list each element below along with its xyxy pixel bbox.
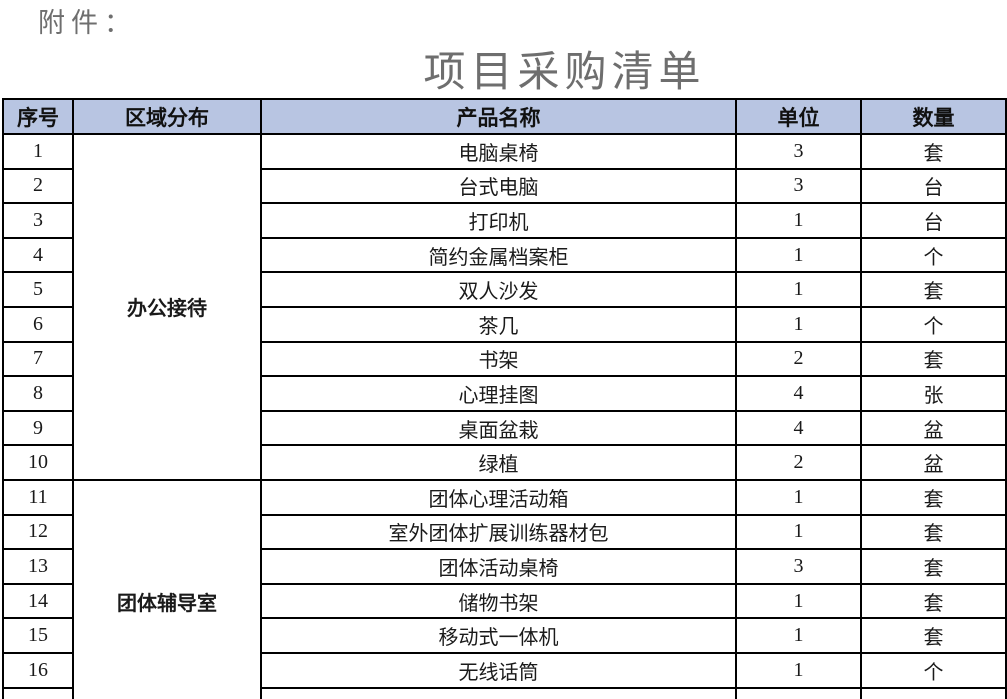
cell-product <box>260 686 737 699</box>
cell-product: 打印机 <box>260 202 737 239</box>
cell-product: 室外团体扩展训练器材包 <box>260 513 737 551</box>
cell-unit: 2 <box>735 444 862 481</box>
cell-product: 心理挂图 <box>260 375 737 412</box>
cell-no: 11 <box>2 478 74 516</box>
cell-no: 2 <box>2 167 74 205</box>
cell-product: 茶几 <box>260 305 737 343</box>
cell-quantity: 台 <box>860 167 1007 205</box>
table-row: 15 移动式一体机 1 套 <box>2 617 1007 654</box>
cell-quantity: 盆 <box>860 444 1007 481</box>
cell-quantity: 套 <box>860 513 1007 551</box>
cell-no: 10 <box>2 444 74 481</box>
col-header-region: 区域分布 <box>72 98 262 135</box>
cell-product: 桌面盆栽 <box>260 409 737 447</box>
cell-unit: 4 <box>735 375 862 412</box>
cell-unit: 1 <box>735 271 862 308</box>
cell-unit <box>735 686 862 699</box>
cell-unit: 1 <box>735 513 862 551</box>
cell-unit: 1 <box>735 305 862 343</box>
cell-unit: 3 <box>735 548 862 585</box>
table-row: 6 茶几 1 个 <box>2 305 1007 343</box>
cell-quantity: 台 <box>860 202 1007 239</box>
cell-no <box>2 686 74 699</box>
cell-no: 5 <box>2 271 74 308</box>
cell-product: 绿植 <box>260 444 737 481</box>
attachment-label: 附件： <box>38 8 137 38</box>
col-header-no: 序号 <box>2 98 74 135</box>
cell-quantity: 个 <box>860 236 1007 274</box>
cell-no: 9 <box>2 409 74 447</box>
table-row: 16 无线话筒 1 个 <box>2 651 1007 689</box>
cell-unit: 1 <box>735 202 862 239</box>
table-row: 10 绿植 2 盆 <box>2 444 1007 481</box>
cell-no: 1 <box>2 133 74 170</box>
cell-quantity: 套 <box>860 133 1007 170</box>
cell-unit: 3 <box>735 133 862 170</box>
cell-quantity <box>860 686 1007 699</box>
cell-no: 6 <box>2 305 74 343</box>
col-header-unit: 单位 <box>735 98 862 135</box>
cell-product: 无线话筒 <box>260 651 737 689</box>
table-row: 4 简约金属档案柜 1 个 <box>2 236 1007 274</box>
cell-no: 12 <box>2 513 74 551</box>
cell-no: 15 <box>2 617 74 654</box>
cell-product: 团体心理活动箱 <box>260 478 737 516</box>
cell-quantity: 套 <box>860 478 1007 516</box>
col-header-quantity: 数量 <box>860 98 1007 135</box>
cell-no: 3 <box>2 202 74 239</box>
cell-no: 7 <box>2 340 74 378</box>
cell-product: 简约金属档案柜 <box>260 236 737 274</box>
table-row: 8 心理挂图 4 张 <box>2 375 1007 412</box>
cell-quantity: 套 <box>860 582 1007 620</box>
cell-quantity: 张 <box>860 375 1007 412</box>
cell-unit: 1 <box>735 582 862 620</box>
cell-no: 8 <box>2 375 74 412</box>
cell-no: 16 <box>2 651 74 689</box>
cell-unit: 2 <box>735 340 862 378</box>
cell-product: 双人沙发 <box>260 271 737 308</box>
cell-unit: 3 <box>735 167 862 205</box>
table-row: 5 双人沙发 1 套 <box>2 271 1007 308</box>
cell-no: 4 <box>2 236 74 274</box>
cell-product: 团体活动桌椅 <box>260 548 737 585</box>
cell-product: 书架 <box>260 340 737 378</box>
table-row: 13 团体活动桌椅 3 套 <box>2 548 1007 585</box>
cell-quantity: 套 <box>860 617 1007 654</box>
table-row: 2 台式电脑 3 台 <box>2 167 1007 205</box>
cell-quantity: 个 <box>860 305 1007 343</box>
table-row: 11 团体辅导室 团体心理活动箱 1 套 <box>2 478 1007 699</box>
page-title: 项目采购清单 <box>423 50 706 96</box>
procurement-table: 序号 区域分布 产品名称 单位 数量 1 办公接待 电脑桌椅 3 套 2 台式电… <box>2 98 1007 699</box>
col-header-product: 产品名称 <box>260 98 737 135</box>
cell-quantity: 套 <box>860 271 1007 308</box>
table-row: 3 打印机 1 台 <box>2 202 1007 239</box>
cell-no: 14 <box>2 582 74 620</box>
cell-no: 13 <box>2 548 74 585</box>
header-row: 序号 区域分布 产品名称 单位 数量 <box>2 98 1007 135</box>
table-row: 7 书架 2 套 <box>2 340 1007 378</box>
cell-product: 储物书架 <box>260 582 737 620</box>
cell-quantity: 盆 <box>860 409 1007 447</box>
group-cell-group-counseling-room: 团体辅导室 <box>72 478 262 699</box>
cell-unit: 1 <box>735 651 862 689</box>
table-row: 9 桌面盆栽 4 盆 <box>2 409 1007 447</box>
table-row: 12 室外团体扩展训练器材包 1 套 <box>2 513 1007 551</box>
cell-product: 台式电脑 <box>260 167 737 205</box>
cell-product: 电脑桌椅 <box>260 133 737 170</box>
cell-quantity: 个 <box>860 651 1007 689</box>
cell-unit: 1 <box>735 617 862 654</box>
cell-product: 移动式一体机 <box>260 617 737 654</box>
cell-unit: 1 <box>735 236 862 274</box>
cell-unit: 4 <box>735 409 862 447</box>
table-row: 1 办公接待 电脑桌椅 3 套 <box>2 133 1007 481</box>
cell-quantity: 套 <box>860 340 1007 378</box>
table-row: 14 储物书架 1 套 <box>2 582 1007 620</box>
cell-unit: 1 <box>735 478 862 516</box>
table-row-partial <box>2 686 1007 699</box>
group-cell-office-reception: 办公接待 <box>72 133 262 481</box>
cell-quantity: 套 <box>860 548 1007 585</box>
